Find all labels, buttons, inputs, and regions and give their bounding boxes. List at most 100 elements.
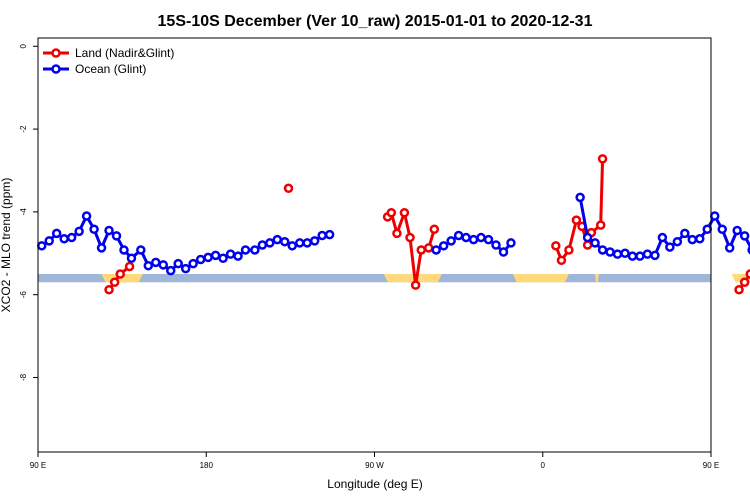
series-land-point bbox=[564, 245, 574, 255]
series-ocean-point bbox=[111, 231, 122, 241]
series-land bbox=[104, 154, 750, 295]
series-ocean-point bbox=[597, 245, 608, 255]
series-land-point bbox=[405, 232, 415, 243]
series-ocean-point bbox=[81, 211, 92, 221]
series-ocean-point bbox=[324, 229, 335, 240]
series-ocean-point bbox=[582, 232, 593, 243]
land-band-segment bbox=[383, 273, 442, 283]
series-ocean-point bbox=[250, 245, 260, 255]
series-ocean-point bbox=[642, 249, 653, 259]
series-ocean-point bbox=[468, 234, 479, 245]
series-ocean-point bbox=[635, 251, 645, 261]
chart-title: 15S-10S December (Ver 10_raw) 2015-01-01… bbox=[158, 13, 593, 30]
series-ocean-point bbox=[309, 236, 320, 246]
series-ocean-point bbox=[265, 238, 275, 248]
series-ocean-point bbox=[173, 258, 183, 269]
x-axis: 90 E 180 90 W 0 90 E bbox=[30, 452, 719, 470]
series-ocean-point bbox=[657, 232, 668, 243]
series-land-point bbox=[423, 243, 434, 253]
series-ocean-point bbox=[431, 245, 441, 255]
series-land-point bbox=[571, 215, 582, 225]
series-ocean-point bbox=[257, 240, 268, 250]
series-ocean-point bbox=[218, 253, 228, 263]
series-ocean-point bbox=[506, 238, 516, 248]
series-ocean-point bbox=[739, 231, 750, 241]
series-ocean-point bbox=[498, 247, 509, 257]
x-tick-label: 90 E bbox=[703, 461, 719, 470]
series-ocean-point bbox=[143, 260, 154, 271]
series-land-point bbox=[429, 224, 440, 235]
series-land-point bbox=[410, 280, 421, 290]
series-land-point bbox=[104, 284, 114, 295]
series-ocean-point bbox=[732, 225, 742, 236]
x-tick-label: 90 E bbox=[30, 461, 46, 470]
series-ocean-point bbox=[126, 253, 137, 263]
series-land-point bbox=[392, 228, 402, 239]
series-land-point bbox=[283, 183, 294, 194]
series-land-point bbox=[115, 269, 126, 279]
x-axis-label: Longitude (deg E) bbox=[327, 477, 422, 491]
series-ocean-point bbox=[702, 224, 713, 235]
series-ocean-point bbox=[66, 232, 77, 243]
series-ocean-point bbox=[280, 236, 290, 247]
plot-frame bbox=[37, 37, 712, 453]
series-land-point bbox=[386, 207, 397, 218]
series-ocean-point bbox=[717, 224, 727, 235]
legend-ocean-label: Ocean (Glint) bbox=[75, 62, 146, 76]
series-ocean-point bbox=[195, 254, 206, 265]
series-land-point bbox=[416, 245, 426, 255]
series-ocean-point bbox=[665, 242, 675, 252]
series-ocean-point bbox=[605, 247, 615, 257]
series-ocean-point bbox=[287, 241, 297, 251]
series-ocean-point bbox=[180, 263, 191, 274]
series-ocean-point bbox=[36, 241, 47, 251]
ocean-band bbox=[38, 273, 711, 283]
series-ocean-point bbox=[233, 251, 243, 261]
y-axis-label: XCO2 - MLO trend (ppm) bbox=[0, 178, 13, 313]
series-land-point bbox=[745, 269, 750, 279]
series-ocean-point bbox=[446, 236, 456, 246]
series-ocean-point bbox=[302, 238, 312, 248]
series-ocean-point bbox=[461, 232, 471, 243]
series-land-point bbox=[595, 220, 606, 230]
series-land-point bbox=[582, 240, 593, 250]
series-ocean-point bbox=[687, 234, 698, 245]
series-ocean-point bbox=[51, 228, 62, 239]
series-land-point bbox=[556, 255, 567, 266]
series-ocean-point bbox=[680, 228, 690, 239]
series-land-point bbox=[739, 277, 750, 288]
land-band-segment bbox=[512, 273, 569, 283]
series-ocean-point bbox=[627, 251, 638, 261]
y-tick-label: 0 bbox=[19, 44, 28, 49]
land-band-segment bbox=[595, 273, 599, 283]
series-ocean-point bbox=[695, 234, 705, 244]
series-ocean-point bbox=[491, 240, 501, 250]
series-ocean-point bbox=[590, 238, 600, 248]
y-tick-label: -4 bbox=[19, 208, 28, 216]
series-ocean-point bbox=[724, 243, 735, 253]
x-tick-label: 180 bbox=[200, 461, 214, 470]
series-land-point bbox=[734, 284, 744, 295]
series-ocean-point bbox=[453, 230, 464, 241]
series-land-point bbox=[551, 241, 561, 251]
series-land-point bbox=[597, 154, 608, 164]
series-ocean-point bbox=[620, 248, 630, 259]
series-ocean-point bbox=[104, 225, 114, 236]
series-ocean-point bbox=[119, 245, 129, 255]
x-tick-label: 0 bbox=[541, 461, 546, 470]
series-ocean-point bbox=[612, 249, 623, 259]
legend-land-label: Land (Nadir&Glint) bbox=[75, 46, 174, 60]
series-land-point bbox=[109, 277, 120, 288]
y-axis: 0 -2 -4 -6 -8 bbox=[19, 44, 38, 381]
series-ocean-point bbox=[59, 234, 69, 244]
series-ocean-point bbox=[210, 250, 221, 261]
series-ocean-point bbox=[650, 250, 660, 261]
series-ocean-point bbox=[476, 232, 486, 243]
legend-ocean-marker bbox=[51, 64, 61, 74]
y-tick-label: -8 bbox=[19, 373, 28, 381]
legend-land-marker bbox=[51, 48, 61, 58]
series-ocean-point bbox=[96, 243, 107, 253]
series-ocean bbox=[36, 192, 750, 276]
x-tick-label: 90 W bbox=[365, 461, 384, 470]
